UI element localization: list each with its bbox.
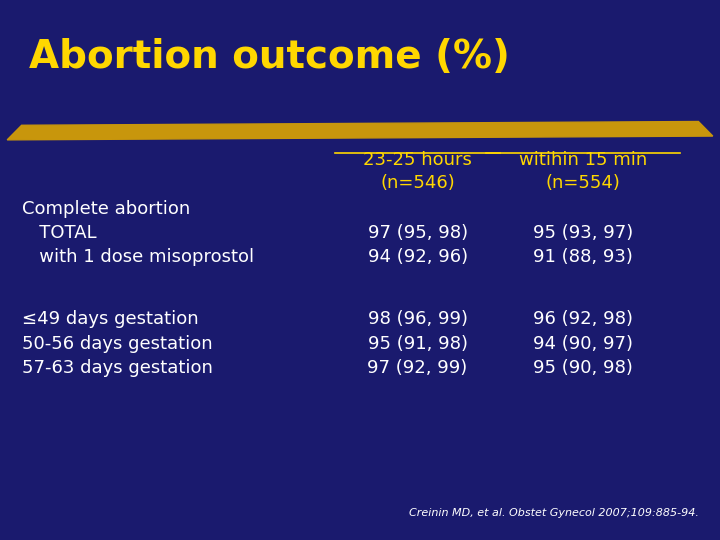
Text: 50-56 days gestation: 50-56 days gestation xyxy=(22,335,212,353)
Text: TOTAL: TOTAL xyxy=(22,224,96,242)
Text: 97 (95, 98): 97 (95, 98) xyxy=(367,224,468,242)
Text: Creinin MD, et al. Obstet Gynecol 2007;109:885-94.: Creinin MD, et al. Obstet Gynecol 2007;1… xyxy=(408,508,698,518)
Text: (n=546): (n=546) xyxy=(380,174,455,192)
Polygon shape xyxy=(7,122,713,140)
Text: ≤49 days gestation: ≤49 days gestation xyxy=(22,310,198,328)
Text: 95 (90, 98): 95 (90, 98) xyxy=(534,359,633,377)
Text: 98 (96, 99): 98 (96, 99) xyxy=(368,310,467,328)
Text: Complete abortion: Complete abortion xyxy=(22,200,190,218)
Text: 94 (92, 96): 94 (92, 96) xyxy=(367,248,468,266)
Text: 95 (91, 98): 95 (91, 98) xyxy=(368,335,467,353)
Text: with 1 dose misoprostol: with 1 dose misoprostol xyxy=(22,248,253,266)
Text: 57-63 days gestation: 57-63 days gestation xyxy=(22,359,212,377)
Text: 95 (93, 97): 95 (93, 97) xyxy=(533,224,634,242)
Text: 97 (92, 99): 97 (92, 99) xyxy=(367,359,468,377)
Text: 96 (92, 98): 96 (92, 98) xyxy=(534,310,633,328)
Text: (n=554): (n=554) xyxy=(546,174,621,192)
Text: 23-25 hours: 23-25 hours xyxy=(363,151,472,169)
Text: Abortion outcome (%): Abortion outcome (%) xyxy=(29,38,510,76)
Text: 94 (90, 97): 94 (90, 97) xyxy=(534,335,633,353)
Text: witihin 15 min: witihin 15 min xyxy=(519,151,647,169)
Text: 91 (88, 93): 91 (88, 93) xyxy=(534,248,633,266)
